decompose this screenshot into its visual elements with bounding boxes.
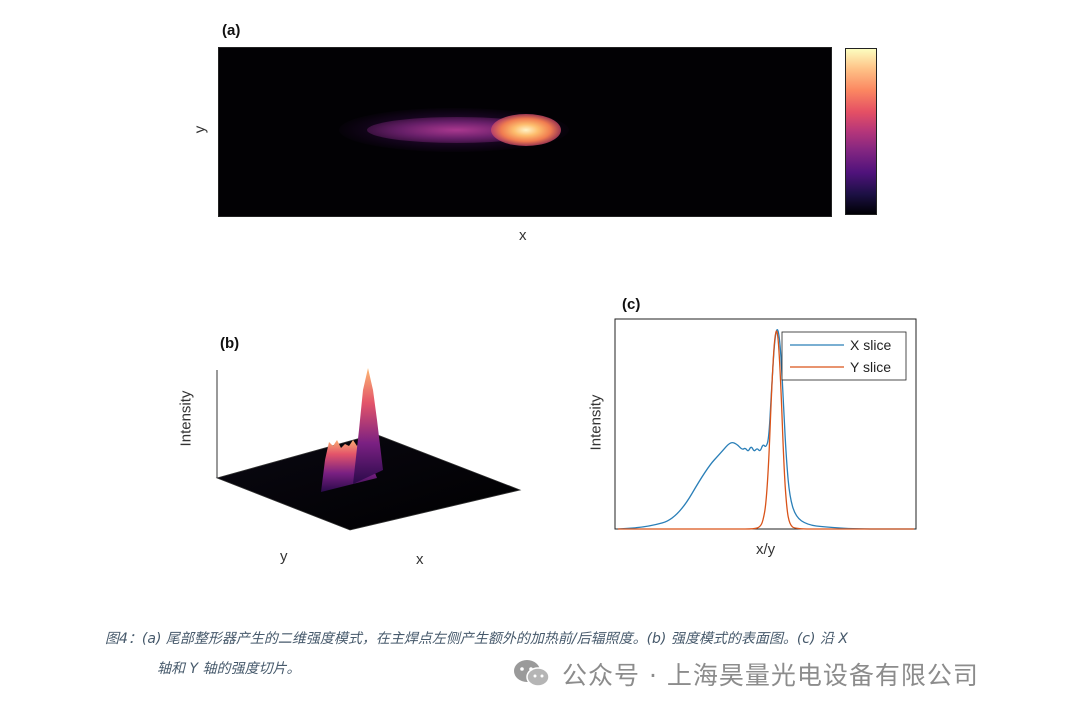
- legend-box: [781, 331, 907, 381]
- legend-label-y-slice: Y slice: [850, 359, 891, 375]
- series-x-slice: [617, 329, 914, 530]
- series-y-slice: [617, 330, 914, 530]
- panel-b-xlabel: x: [416, 551, 424, 568]
- legend: X slice Y slice: [781, 331, 907, 381]
- line-plot: X slice Y slice: [614, 318, 917, 530]
- surface-base: [215, 433, 522, 531]
- surface-plot: [215, 368, 522, 531]
- panel-c-label: (c): [622, 296, 641, 313]
- heatmap-peak: [491, 114, 561, 146]
- caption-line-1: 图4：(a) 尾部整形器产生的二维强度模式，在主焊点左侧产生额外的加热前/后辐照…: [105, 631, 848, 647]
- panel-a-label: (a): [222, 22, 241, 39]
- surface-peak: [353, 368, 383, 484]
- panel-a-ylabel: y: [191, 125, 209, 134]
- legend-label-x-slice: X slice: [850, 337, 891, 353]
- watermark-text: 公众号 · 上海昊量光电设备有限公司: [562, 661, 979, 690]
- colorbar: [845, 48, 877, 215]
- panel-c-ylabel: Intensity: [587, 394, 605, 451]
- figure-caption: 图4：(a) 尾部整形器产生的二维强度模式，在主焊点左侧产生额外的加热前/后辐照…: [105, 624, 1005, 684]
- caption-line-2: 轴和 Y 轴的强度切片。: [157, 661, 301, 677]
- heatmap-plot: [218, 47, 832, 217]
- watermark: 公众号 · 上海昊量光电设备有限公司: [512, 654, 979, 694]
- wechat-icon: [514, 660, 550, 687]
- panel-a-xlabel: x: [519, 227, 527, 244]
- panel-b-label: (b): [220, 335, 240, 352]
- panel-b-ylabel: y: [280, 548, 288, 565]
- panel-b-zlabel: Intensity: [177, 390, 195, 447]
- panel-c-xlabel: x/y: [756, 541, 776, 558]
